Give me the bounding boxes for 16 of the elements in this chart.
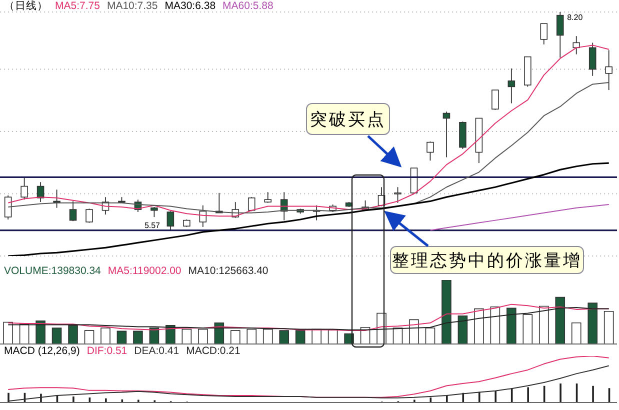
chart-title: （日线） [4, 0, 48, 12]
text: DEA:0.41 [134, 345, 180, 357]
text: MA5:7.75 [55, 0, 100, 12]
chart-title: MACD (12,26,9) [4, 345, 80, 357]
annotation: 5.57 [144, 220, 161, 230]
text: MA30:6.38 [164, 0, 216, 12]
text: DIF:0.51 [86, 345, 128, 357]
annotation: 8.20 [567, 13, 584, 22]
text: 整理态势中的价涨量增 [390, 246, 584, 274]
text: MA5:119002.00 [108, 265, 182, 277]
text: MA10:7.35 [106, 0, 158, 12]
text: VOLUME:139830.34 [4, 265, 101, 277]
text: MA10:125663.40 [188, 265, 268, 277]
text: MACD:0.21 [186, 345, 240, 357]
annotation: 突破买点 [306, 103, 390, 135]
text: MA60:5.88 [222, 0, 274, 12]
